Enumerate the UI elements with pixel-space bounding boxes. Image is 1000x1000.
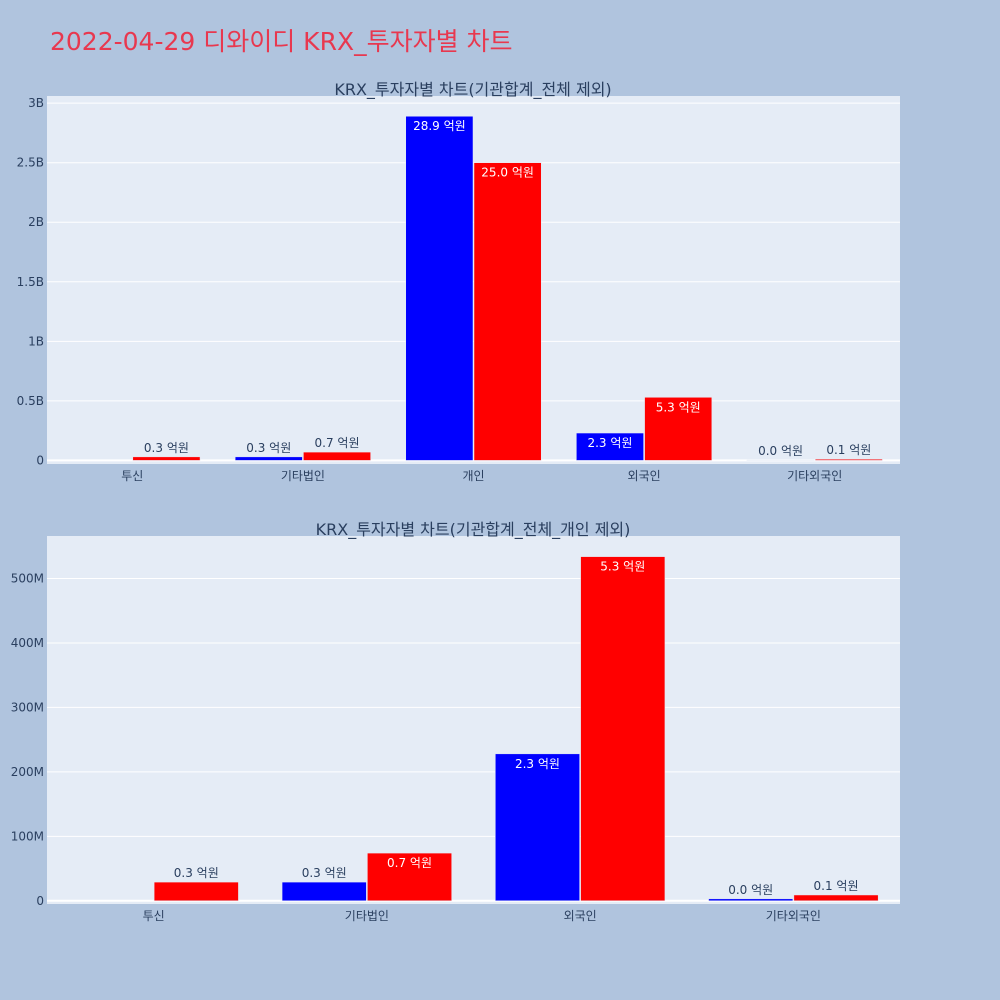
- data-label: 0.3 억원: [246, 441, 291, 455]
- data-label: 0.7 억원: [315, 436, 360, 450]
- chart-title: KRX_투자자별 차트(기관합계_전체_개인 제외): [316, 520, 631, 540]
- chart-investor-excl-individual: 0 100M 200M 300M 400M 500M KRX_투자자별 차트(기관합계_전체…: [11, 520, 900, 923]
- y-tick-label: 300M: [11, 700, 44, 714]
- x-tick-label: 외국인: [564, 909, 597, 923]
- data-label: 0.1 억원: [814, 879, 859, 893]
- plot-area: [47, 96, 900, 464]
- data-label: 0.3 억원: [144, 441, 189, 455]
- data-label: 2.3 억원: [515, 757, 560, 771]
- bar: [580, 556, 666, 902]
- data-label: 28.9 억원: [413, 119, 466, 133]
- y-tick-label: 1.5B: [17, 275, 44, 289]
- data-label: 0.0 억원: [728, 883, 773, 897]
- bar: [793, 894, 879, 902]
- bar: [234, 456, 303, 461]
- x-tick-label: 기타법인: [345, 909, 389, 923]
- page-title: 2022-04-29 디와이디 KRX_투자자별 차트: [50, 27, 513, 56]
- chart-investor-all: 0 0.5B 1B 1.5B 2B 2.5B 3B KRX_투자자별 차트(기관합계_전체 제…: [17, 80, 900, 483]
- bar: [495, 753, 580, 902]
- bar: [473, 162, 542, 461]
- plot-area: [47, 536, 900, 904]
- y-tick-label: 400M: [11, 636, 44, 650]
- bar: [644, 397, 713, 461]
- bar: [281, 881, 367, 902]
- y-tick-label: 0: [36, 453, 44, 467]
- bar: [576, 432, 644, 461]
- y-tick-label: 100M: [11, 829, 44, 843]
- x-tick-label: 기타법인: [281, 469, 325, 483]
- bar: [153, 881, 239, 902]
- data-label: 0.0 억원: [758, 444, 803, 458]
- bar: [303, 451, 371, 461]
- x-tick-label: 투신: [121, 469, 143, 483]
- x-tick-label: 투신: [143, 909, 165, 923]
- y-tick-label: 0: [36, 894, 44, 908]
- data-label: 5.3 억원: [600, 560, 645, 574]
- x-tick-label: 외국인: [628, 469, 661, 483]
- bar: [132, 456, 201, 461]
- data-label: 2.3 억원: [587, 436, 632, 450]
- x-tick-label: 기타외국인: [787, 469, 842, 483]
- y-tick-label: 500M: [11, 572, 44, 586]
- y-tick-label: 0.5B: [17, 394, 44, 408]
- bar: [708, 898, 794, 902]
- y-tick-label: 2.5B: [17, 156, 44, 170]
- bar: [367, 852, 452, 902]
- y-tick-label: 1B: [28, 334, 44, 348]
- chart-title: KRX_투자자별 차트(기관합계_전체 제외): [334, 80, 611, 100]
- data-label: 0.3 억원: [174, 866, 219, 880]
- bar: [814, 458, 883, 461]
- data-label: 0.3 억원: [302, 866, 347, 880]
- bar: [405, 115, 474, 461]
- y-tick-label: 2B: [28, 215, 44, 229]
- data-label: 25.0 억원: [481, 166, 534, 180]
- y-tick-label: 3B: [28, 96, 44, 110]
- data-label: 0.1 억원: [826, 443, 871, 457]
- y-tick-label: 200M: [11, 765, 44, 779]
- x-tick-label: 기타외국인: [766, 909, 821, 923]
- data-label: 5.3 억원: [656, 400, 701, 414]
- data-label: 0.7 억원: [387, 856, 432, 870]
- x-tick-label: 개인: [462, 469, 484, 483]
